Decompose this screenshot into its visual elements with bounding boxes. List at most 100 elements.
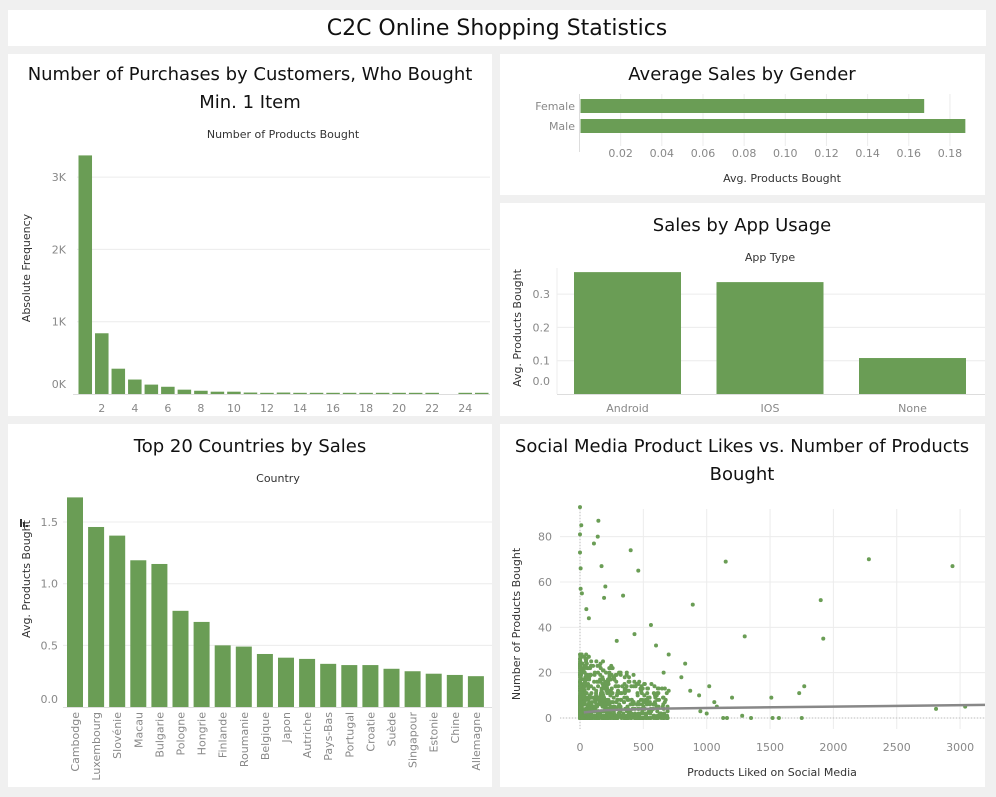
scatter-point: [615, 691, 620, 696]
histogram-bar: [210, 391, 225, 394]
scatter-point: [614, 638, 619, 643]
x-tick-label: 0.08: [732, 147, 757, 160]
scatter-point: [578, 711, 583, 716]
countries-chart: Top 20 Countries by Sales Country Avg. P…: [20, 436, 492, 781]
scatter-point: [698, 709, 703, 714]
country-label: Chine: [449, 712, 462, 744]
scatter-point: [578, 675, 583, 680]
scatter-point: [595, 663, 600, 668]
y-axis-title: Number of Products Bought: [510, 547, 523, 700]
chart-title-line-2: Bought: [710, 464, 775, 485]
country-label: Suède: [386, 712, 399, 747]
scatter-point: [582, 663, 587, 668]
y-tick-label: 0.2: [533, 321, 551, 334]
scatter-point: [645, 691, 650, 696]
y-tick-label: 80: [538, 531, 552, 544]
country-bar: [341, 665, 358, 707]
x-tick-label: 1500: [756, 741, 784, 754]
y-tick-label: 20: [538, 667, 552, 680]
histogram-bar: [161, 386, 175, 394]
scatter-point: [633, 716, 638, 720]
x-axis-title: Avg. Products Bought: [723, 172, 842, 185]
scatter-point: [649, 709, 654, 714]
country-bar: [446, 674, 463, 707]
country-label: Estonie: [428, 712, 441, 753]
scatter-point: [584, 652, 589, 657]
scatter-point: [683, 661, 688, 666]
scatter-point: [647, 695, 652, 700]
histogram-bar: [293, 392, 307, 394]
x-tick-label: 0.18: [938, 147, 963, 160]
x-tick-label: 0.02: [608, 147, 633, 160]
scatter-point: [641, 711, 646, 716]
scatter-point: [653, 695, 658, 700]
scatter-point: [621, 700, 626, 705]
scatter-point: [662, 686, 667, 691]
scatter-point: [601, 668, 606, 673]
x-tick-label: 0: [577, 741, 584, 754]
x-tick-label: 16: [326, 402, 340, 415]
histogram-bar: [375, 392, 390, 394]
scatter-point: [776, 716, 781, 720]
x-tick-label: 0.10: [773, 147, 798, 160]
country-label: Singapour: [407, 712, 420, 768]
country-label: Croatie: [364, 712, 377, 752]
x-tick-label: 3000: [946, 741, 974, 754]
scatter-point: [611, 700, 616, 705]
gender-panel: Average Sales by Gender Avg. Products Bo…: [500, 54, 985, 195]
x-tick-label: 1000: [693, 741, 721, 754]
scatter-point: [652, 684, 657, 689]
scatter-point: [602, 595, 607, 600]
scatter-point: [660, 686, 665, 691]
scatter-point: [609, 686, 614, 691]
country-bar: [130, 560, 147, 707]
scatter-point: [642, 693, 647, 698]
scatter-point: [610, 666, 615, 671]
chart-title: Sales by App Usage: [653, 215, 831, 236]
histogram-bar: [326, 392, 340, 394]
scatter-point: [621, 713, 626, 718]
country-bar: [235, 646, 252, 707]
scatter-point: [611, 695, 616, 700]
scatter-point: [588, 684, 593, 689]
scatter-point: [637, 679, 642, 684]
scatter-point: [607, 700, 612, 705]
country-bar: [109, 535, 126, 707]
scatter-point: [596, 695, 601, 700]
histogram-bar: [342, 392, 357, 394]
x-axis-title: Number of Products Bought: [207, 128, 360, 141]
country-label: Japon: [280, 712, 293, 744]
scatter-point: [624, 684, 629, 689]
scatter-point: [607, 713, 612, 718]
country-bar: [362, 665, 379, 707]
scatter-point: [662, 700, 667, 705]
x-tick-label: 500: [633, 741, 654, 754]
scatter-point: [655, 709, 660, 714]
scatter-point: [586, 616, 591, 621]
histogram-bar: [144, 384, 159, 394]
scatter-point: [582, 670, 587, 675]
histogram-bar: [227, 391, 241, 394]
category-label: None: [898, 402, 927, 415]
scatter-point: [578, 566, 583, 571]
x-tick-label: 4: [131, 402, 138, 415]
x-tick-label: 0.04: [650, 147, 675, 160]
scatter-point: [613, 672, 618, 677]
x-tick-label: 2500: [883, 741, 911, 754]
sort-icon[interactable]: [20, 519, 28, 527]
scatter-point: [619, 697, 624, 702]
histogram-panel: Number of Purchases by Customers, Who Bo…: [8, 54, 492, 416]
scatter-point: [578, 532, 582, 537]
country-bar: [404, 671, 421, 707]
scatter-point: [578, 550, 582, 555]
app-bar: [574, 272, 681, 394]
scatter-point: [624, 688, 629, 693]
y-tick-label: 1.5: [41, 516, 59, 529]
y-tick-label: 40: [538, 621, 552, 634]
country-bar: [383, 668, 400, 707]
y-tick-label: 0.0: [533, 375, 551, 388]
scatter-point: [608, 677, 613, 682]
scatter-point: [597, 716, 602, 720]
y-tick-label: 2K: [52, 243, 67, 256]
country-bar: [193, 621, 210, 707]
